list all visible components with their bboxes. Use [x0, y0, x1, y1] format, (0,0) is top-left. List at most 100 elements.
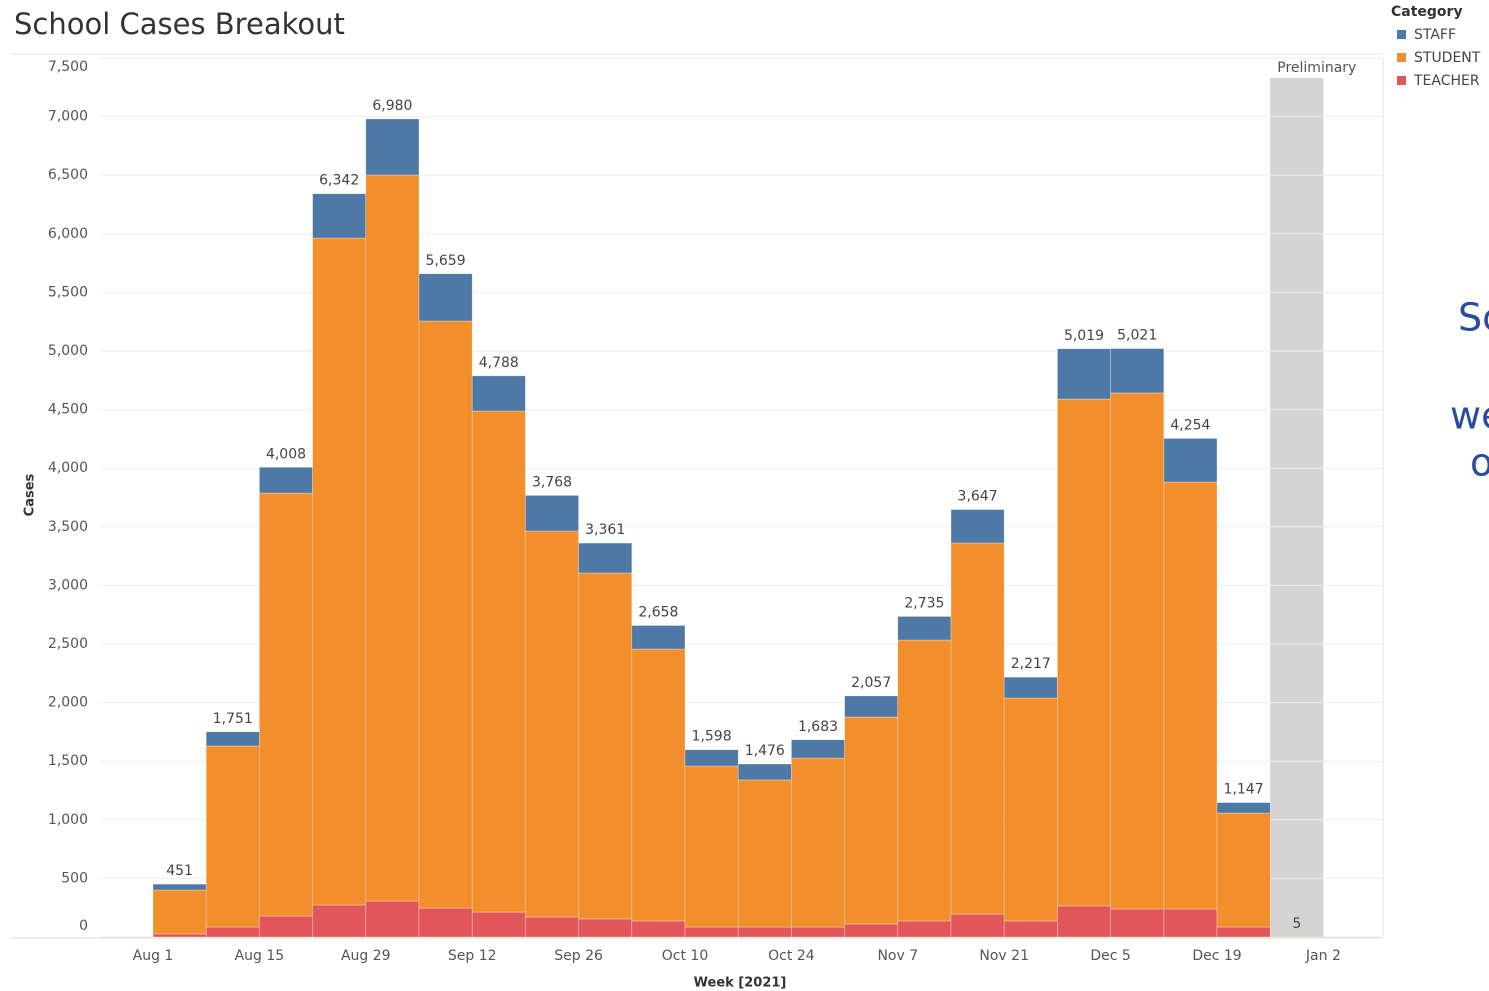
- bar-segment: [418, 907, 473, 938]
- bar-segment: [684, 749, 739, 767]
- bar-segment: [737, 763, 792, 781]
- total-label: 1,683: [798, 719, 838, 735]
- y-tick-label: 1,000: [48, 812, 88, 828]
- bar-segment: [1057, 348, 1111, 400]
- bar-segment: [205, 745, 260, 928]
- total-label: 6,342: [319, 173, 359, 189]
- bar-segment: [631, 625, 686, 650]
- bar-segment: [1163, 438, 1218, 483]
- total-label: 5,021: [1117, 328, 1157, 344]
- x-tick-label: Oct 24: [768, 948, 815, 964]
- bar-segment: [578, 918, 633, 938]
- total-label: 3,768: [532, 474, 572, 490]
- bar-segment: [525, 530, 579, 918]
- bar-segment: [950, 913, 1005, 938]
- y-tick-label: 6,500: [48, 167, 88, 183]
- bar-segment: [152, 889, 207, 935]
- bar-segment: [1163, 908, 1218, 938]
- bar-segment: [259, 915, 313, 938]
- bar-segment: [844, 716, 899, 925]
- total-label: 2,217: [1011, 656, 1051, 672]
- total-label: 4,008: [266, 446, 306, 462]
- y-tick-label: 3,500: [48, 519, 88, 535]
- bar-segment: [471, 375, 526, 412]
- y-tick-label: 7,500: [48, 59, 88, 75]
- total-label: 6,980: [372, 98, 412, 114]
- bar-segment: [1269, 936, 1324, 938]
- side-text: o: [1470, 441, 1489, 485]
- legend-label: TEACHER: [1413, 73, 1480, 89]
- total-label: 2,057: [851, 675, 891, 691]
- bar-segment: [152, 933, 207, 938]
- legend-label: STAFF: [1414, 27, 1456, 43]
- bar-segment: [897, 616, 952, 641]
- bar-segment: [897, 639, 952, 922]
- bar-segment: [791, 757, 845, 928]
- bar-segment: [1216, 926, 1271, 938]
- bar-segment: [791, 926, 845, 938]
- y-tick-label: 2,500: [48, 636, 88, 652]
- x-tick-label: Nov 7: [877, 948, 918, 964]
- legend-swatch: [1397, 76, 1406, 85]
- bar-segment: [737, 779, 792, 928]
- bar-segment: [525, 916, 579, 938]
- bar-segment: [791, 739, 845, 759]
- bar-segment: [471, 911, 526, 938]
- total-label: 5,659: [426, 253, 466, 269]
- bar-segment: [525, 495, 579, 532]
- x-tick-label: Dec 5: [1090, 948, 1130, 964]
- legend-title: Category: [1391, 4, 1463, 20]
- bar-segment: [684, 765, 739, 928]
- x-tick-label: Dec 19: [1192, 948, 1241, 964]
- legend-swatch: [1397, 53, 1406, 62]
- bar-segment: [418, 320, 473, 909]
- total-label: 1,751: [213, 711, 253, 727]
- bar-segment: [578, 572, 633, 920]
- side-text: Sc: [1458, 296, 1489, 340]
- legend-label: STUDENT: [1414, 50, 1481, 66]
- y-tick-label: 3,000: [48, 577, 88, 593]
- bar-segment: [1163, 481, 1218, 910]
- y-tick-label: 1,500: [48, 753, 88, 769]
- y-tick-label: 0: [79, 918, 88, 934]
- y-axis-label: Cases: [23, 473, 38, 516]
- bar-segment: [631, 920, 686, 938]
- bar-segment: [1057, 398, 1111, 907]
- y-tick-label: 500: [61, 870, 88, 886]
- bar-segment: [1110, 908, 1165, 938]
- preliminary-band: [1270, 78, 1324, 937]
- y-tick-label: 5,000: [48, 343, 88, 359]
- x-tick-label: Aug 29: [341, 948, 391, 964]
- bar-segment: [631, 648, 686, 922]
- bar-segment: [844, 695, 899, 718]
- x-tick-label: Nov 21: [979, 948, 1029, 964]
- x-tick-label: Aug 15: [235, 948, 285, 964]
- bar-segment: [152, 883, 207, 891]
- bar-segment: [365, 900, 420, 938]
- x-tick-label: Oct 10: [662, 948, 708, 964]
- bar-segment: [1003, 920, 1058, 938]
- total-label: 4,788: [479, 355, 519, 371]
- total-label: 3,647: [958, 489, 998, 505]
- legend-swatch: [1397, 30, 1406, 39]
- side-text: we: [1450, 394, 1489, 438]
- total-label: 1,147: [1224, 782, 1264, 798]
- x-tick-label: Sep 26: [554, 948, 603, 964]
- y-tick-label: 4,500: [48, 402, 88, 418]
- bar-segment: [950, 542, 1005, 915]
- y-tick-label: 2,000: [48, 695, 88, 711]
- x-axis-label: Week [2021]: [694, 976, 787, 991]
- chart-title: School Cases Breakout: [14, 7, 345, 41]
- total-label: 1,476: [745, 743, 785, 759]
- total-label: 2,658: [638, 604, 678, 620]
- total-label: 2,735: [904, 595, 944, 611]
- bar-segment: [312, 904, 367, 938]
- x-tick-label: Aug 1: [133, 948, 174, 964]
- bar-segment: [1216, 802, 1271, 814]
- bar-segment: [1003, 697, 1058, 922]
- y-tick-label: 5,500: [48, 284, 88, 300]
- bar-segment: [578, 542, 633, 574]
- y-tick-label: 7,000: [48, 109, 88, 125]
- total-label: 3,361: [585, 522, 625, 538]
